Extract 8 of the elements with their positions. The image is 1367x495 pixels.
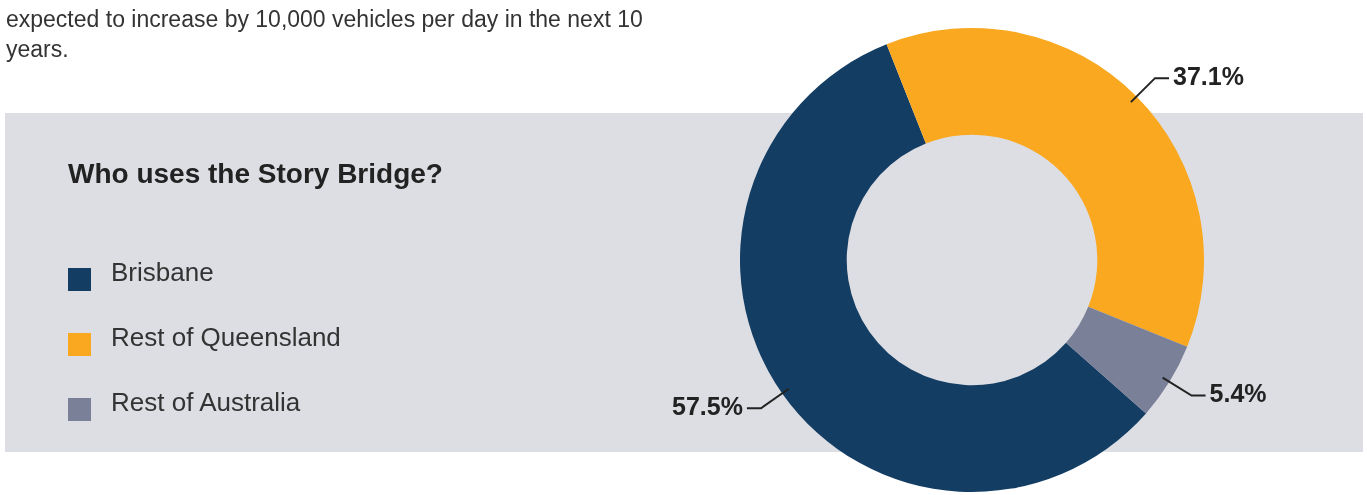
data-label: 37.1%	[1173, 62, 1244, 91]
text: expected to increase by 10,000 vehicles per day in the next 10 years.	[6, 5, 644, 64]
legend-label: Rest of Australia	[111, 387, 301, 418]
legend-label: Rest of Queensland	[111, 322, 341, 353]
data-label: 57.5%	[672, 392, 743, 421]
data-label: 5.4%	[1209, 379, 1267, 408]
legend-label: Brisbane	[111, 257, 214, 288]
text: Who uses the Story Bridge?	[68, 158, 443, 190]
